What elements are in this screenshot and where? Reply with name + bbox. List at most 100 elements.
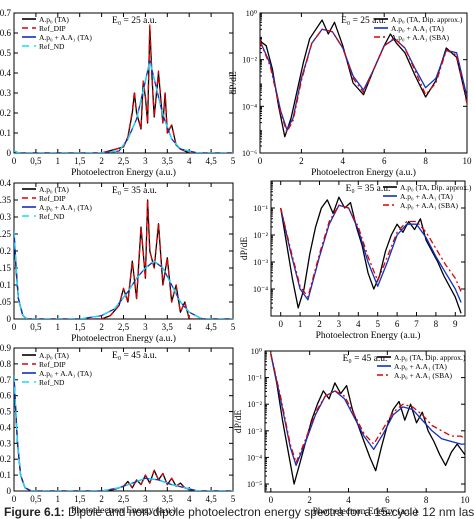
x-tick-label: 3 [337,319,342,329]
x-axis-label: Photoelectron Energy (a.u.) [316,330,421,341]
y-tick-label: 0.4 [0,178,12,188]
legend-label: A.p₀ + A.A₁ (TA) [39,203,92,212]
legend-label: A.p₀ (TA, Dip. approx.) [391,15,463,24]
x-tick-label: 2,5 [118,322,130,332]
y-tick-label: 0.05 [0,297,12,307]
series-line-d-1 [280,204,462,303]
x-tick-label: 4,5 [205,156,217,166]
x-tick-label: 0,5 [30,494,42,504]
x-tick-label: 10 [461,495,471,505]
x-tick-label: 2,5 [118,156,130,166]
y-tick-label: 0.2 [0,246,11,256]
y-axis-label: dP/dE [240,237,250,260]
y-tick-label: 0 [7,148,12,158]
y-tick-label: 0.7 [0,8,12,18]
legend-label: Ref_ND [39,212,65,221]
x-tick-label: 2 [99,322,104,332]
series-line-e-0 [14,376,233,491]
y-tick-label: 10⁻⁵ [247,480,262,489]
x-tick-label: 1,5 [74,494,86,504]
x-tick-label: 3,5 [162,322,174,332]
chart-title: E₀ = 45 a.u. [112,351,157,361]
series-group [14,199,233,319]
x-tick-label: 5 [231,494,236,504]
x-tick-label: 0 [12,156,17,166]
x-tick-label: 2 [299,156,304,166]
x-tick-label: 0 [269,495,274,505]
legend-label: A.p₀ + A.A₁ (TA) [400,192,453,201]
x-tick-label: 1 [56,322,61,332]
x-tick-label: 2,5 [118,494,130,504]
chart-panel-c: 0 0,5 1 1,5 2 2,5 3 3,5 4 4,5 5 0 0.05 0.1 0.15 0.2 0.25… [0,178,236,344]
series-line-b-2 [260,28,467,133]
legend-label: A.p₀ + A.A₁ (SBA) [391,33,450,42]
series-line-a-2 [14,60,233,153]
legend-label: Ref_ND [39,42,65,51]
series-line-b-1 [260,28,467,131]
x-tick-label: 1 [56,494,61,504]
legend-label: A.p₀ + A.A₁ (TA) [394,362,447,371]
legend-label: A.p₀ (TA, Dip. approx.) [394,353,466,362]
legend: A.p₀ (TA, Dip. approx.)A.p₀ + A.A₁ (TA)A… [374,15,463,42]
x-tick-label: 9 [453,319,458,329]
x-tick-label: 6 [385,495,390,505]
series-line-f-0 [270,353,465,485]
x-tick-label: 5 [231,156,236,166]
y-tick-label: 10⁻² [253,231,268,240]
x-tick-label: 0 [12,494,17,504]
y-tick-label: 0.15 [0,263,12,273]
x-tick-label: 4 [341,156,346,166]
x-tick-label: 0 [12,322,17,332]
chart-title: E₀ = 25 a.u. [112,16,157,26]
y-tick-label: 0.5 [0,48,12,58]
legend-label: A.p₀ + A.A₁ (TA) [39,33,92,42]
x-tick-label: 5 [375,319,380,329]
x-axis-label: Photoelectron Energy (a.u.) [71,333,176,344]
x-axis-label: Photoelectron Energy (a.u.) [71,505,176,516]
series-group [14,24,233,153]
x-tick-label: 4 [187,322,192,332]
plot-frame [259,12,468,154]
chart-panel-f: 0 2 4 6 8 10 10⁻⁵ 10⁻⁴ 10⁻³ 10⁻² 10⁻¹ 10⁰ Photoelect… [234,347,470,517]
y-tick-label: 10⁻³ [253,258,268,267]
legend-label: Ref_DIP [39,360,66,369]
series-group [280,196,462,314]
y-tick-label: 0 [7,486,12,496]
x-tick-label: 1 [298,319,303,329]
y-tick-label: 10⁻² [242,56,257,65]
y-tick-label: 10⁻¹ [253,204,268,213]
y-tick-label: 0.1 [0,280,11,290]
y-tick-label: 0.1 [0,128,11,138]
x-tick-label: 5 [231,322,236,332]
legend-label: A.p₀ (TA) [39,185,69,194]
x-axis-label: Photoelectron Energy (a.u.) [311,167,416,178]
chart-title: E₀ = 35 a.u. [112,186,157,196]
legend-label: A.p₀ (TA) [39,351,69,360]
y-axis-label: dP/dE [234,410,244,433]
series-line-d-0 [280,196,462,314]
y-tick-label: 0 [7,314,12,324]
x-tick-label: 3 [143,322,148,332]
legend-label: Ref_DIP [39,24,66,33]
x-tick-label: 0,5 [30,322,42,332]
legend: A.p₀ (TA, Dip. approx.)A.p₀ + A.A₁ (TA)A… [377,353,466,380]
legend-label: Ref_DIP [39,194,66,203]
y-tick-label: 0.1 [0,470,11,480]
caption-text: Dipole and non-dipole photoelectron ener… [68,505,474,519]
series-group [260,19,467,138]
y-tick-label: 0.3 [0,212,12,222]
y-tick-label: 10⁻² [247,400,262,409]
x-tick-label: 3 [143,156,148,166]
x-tick-label: 1 [56,156,61,166]
chart-panel-a: 0 0,5 1 1,5 2 2,5 3 3,5 4 4,5 5 0 0.1 0.2 0.3 0.4 0.5 0.6… [0,8,236,178]
x-axis-label: Photoelectron Energy (a.u.) [71,167,176,178]
y-tick-label: 10⁻⁶ [242,149,257,158]
x-tick-label: 4,5 [205,322,217,332]
plot-frame [264,350,466,493]
y-tick-label: 10⁻³ [247,427,262,436]
y-tick-label: 10⁰ [251,347,262,356]
y-tick-label: 0.5 [0,407,12,417]
x-tick-label: 8 [424,495,429,505]
